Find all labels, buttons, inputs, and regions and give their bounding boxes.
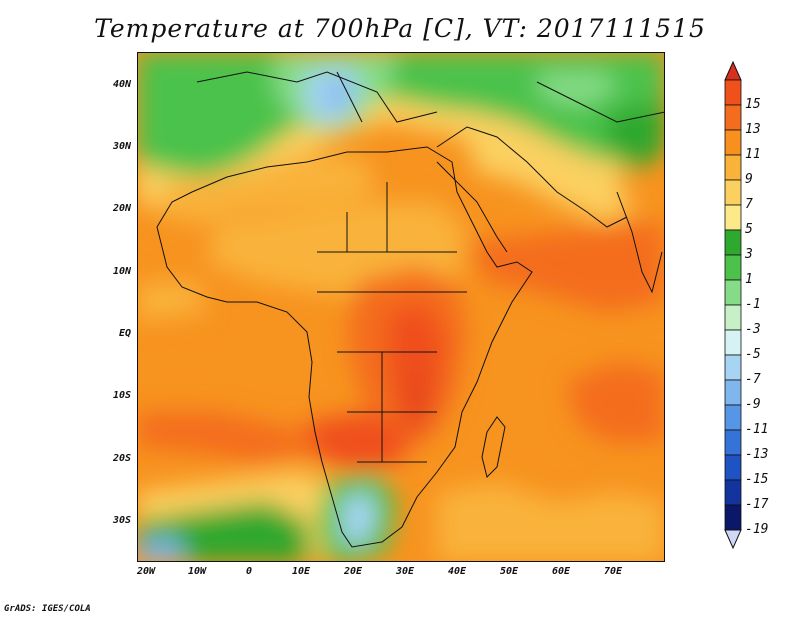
temperature-field bbox=[137, 52, 665, 562]
colorbar-swatch bbox=[724, 404, 742, 431]
colorbar-label: 9 bbox=[745, 172, 753, 187]
colorbar-swatch bbox=[724, 104, 742, 131]
colorbar-label: -5 bbox=[745, 347, 761, 362]
lat-label-10n: 10N bbox=[112, 266, 131, 277]
colorbar-swatch bbox=[724, 454, 742, 481]
colorbar-label: 13 bbox=[745, 122, 761, 137]
colorbar-swatch bbox=[724, 279, 742, 306]
lon-label-60e: 60E bbox=[551, 566, 571, 577]
colorbar-label: -17 bbox=[745, 497, 769, 512]
colorbar-label: -13 bbox=[745, 447, 769, 462]
lat-label-20s: 20S bbox=[112, 453, 131, 464]
triangle-up-icon bbox=[724, 60, 742, 81]
lat-label-eq: EQ bbox=[118, 328, 131, 339]
lat-label-10s: 10S bbox=[112, 390, 131, 401]
lon-label-10w: 10W bbox=[187, 566, 207, 577]
colorbar-swatch bbox=[724, 204, 742, 231]
chart-title: Temperature at 700hPa [C], VT: 201711151… bbox=[94, 14, 706, 43]
lon-label-20e: 20E bbox=[343, 566, 363, 577]
colorbar-swatch bbox=[724, 229, 742, 256]
lat-label-40n: 40N bbox=[112, 79, 131, 90]
colorbar-label: 7 bbox=[745, 197, 753, 212]
lon-label-70e: 70E bbox=[603, 566, 623, 577]
colorbar-label: -7 bbox=[745, 372, 761, 387]
footer-credit: GrADS: IGES/COLA bbox=[4, 604, 91, 614]
colorbar-label: 5 bbox=[745, 222, 753, 237]
lon-label-40e: 40E bbox=[447, 566, 467, 577]
colorbar-label: -1 bbox=[745, 297, 761, 312]
temperature-map bbox=[137, 52, 665, 562]
colorbar bbox=[724, 60, 742, 550]
colorbar-label: 1 bbox=[745, 272, 753, 287]
colorbar-swatch bbox=[724, 329, 742, 356]
coastlines bbox=[156, 71, 665, 548]
colorbar-swatch bbox=[724, 129, 742, 156]
colorbar-swatch bbox=[724, 154, 742, 181]
colorbar-label: -19 bbox=[745, 522, 769, 537]
temperature-blobs bbox=[137, 52, 665, 562]
colorbar-label: -15 bbox=[745, 472, 769, 487]
colorbar-label: -3 bbox=[745, 322, 761, 337]
colorbar-label: -9 bbox=[745, 397, 761, 412]
triangle-down-icon bbox=[724, 529, 742, 550]
lon-label-50e: 50E bbox=[499, 566, 519, 577]
colorbar-swatch bbox=[724, 354, 742, 381]
lon-label-20w: 20W bbox=[136, 566, 156, 577]
colorbar-swatch bbox=[724, 304, 742, 331]
lat-label-30n: 30N bbox=[112, 141, 131, 152]
colorbar-swatch bbox=[724, 79, 742, 106]
colorbar-swatch bbox=[724, 479, 742, 506]
colorbar-label: 15 bbox=[745, 97, 761, 112]
colorbar-swatch bbox=[724, 379, 742, 406]
colorbar-label: -11 bbox=[745, 422, 769, 437]
lon-label-30e: 30E bbox=[395, 566, 415, 577]
lat-label-30s: 30S bbox=[112, 515, 131, 526]
colorbar-label: 3 bbox=[745, 247, 753, 262]
colorbar-swatch bbox=[724, 429, 742, 456]
colorbar-label: 11 bbox=[745, 147, 761, 162]
colorbar-swatch bbox=[724, 504, 742, 531]
lon-label-10e: 10E bbox=[291, 566, 311, 577]
lon-label-0: 0 bbox=[245, 566, 253, 577]
colorbar-swatch bbox=[724, 179, 742, 206]
colorbar-swatch bbox=[724, 254, 742, 281]
lat-label-20n: 20N bbox=[112, 203, 131, 214]
